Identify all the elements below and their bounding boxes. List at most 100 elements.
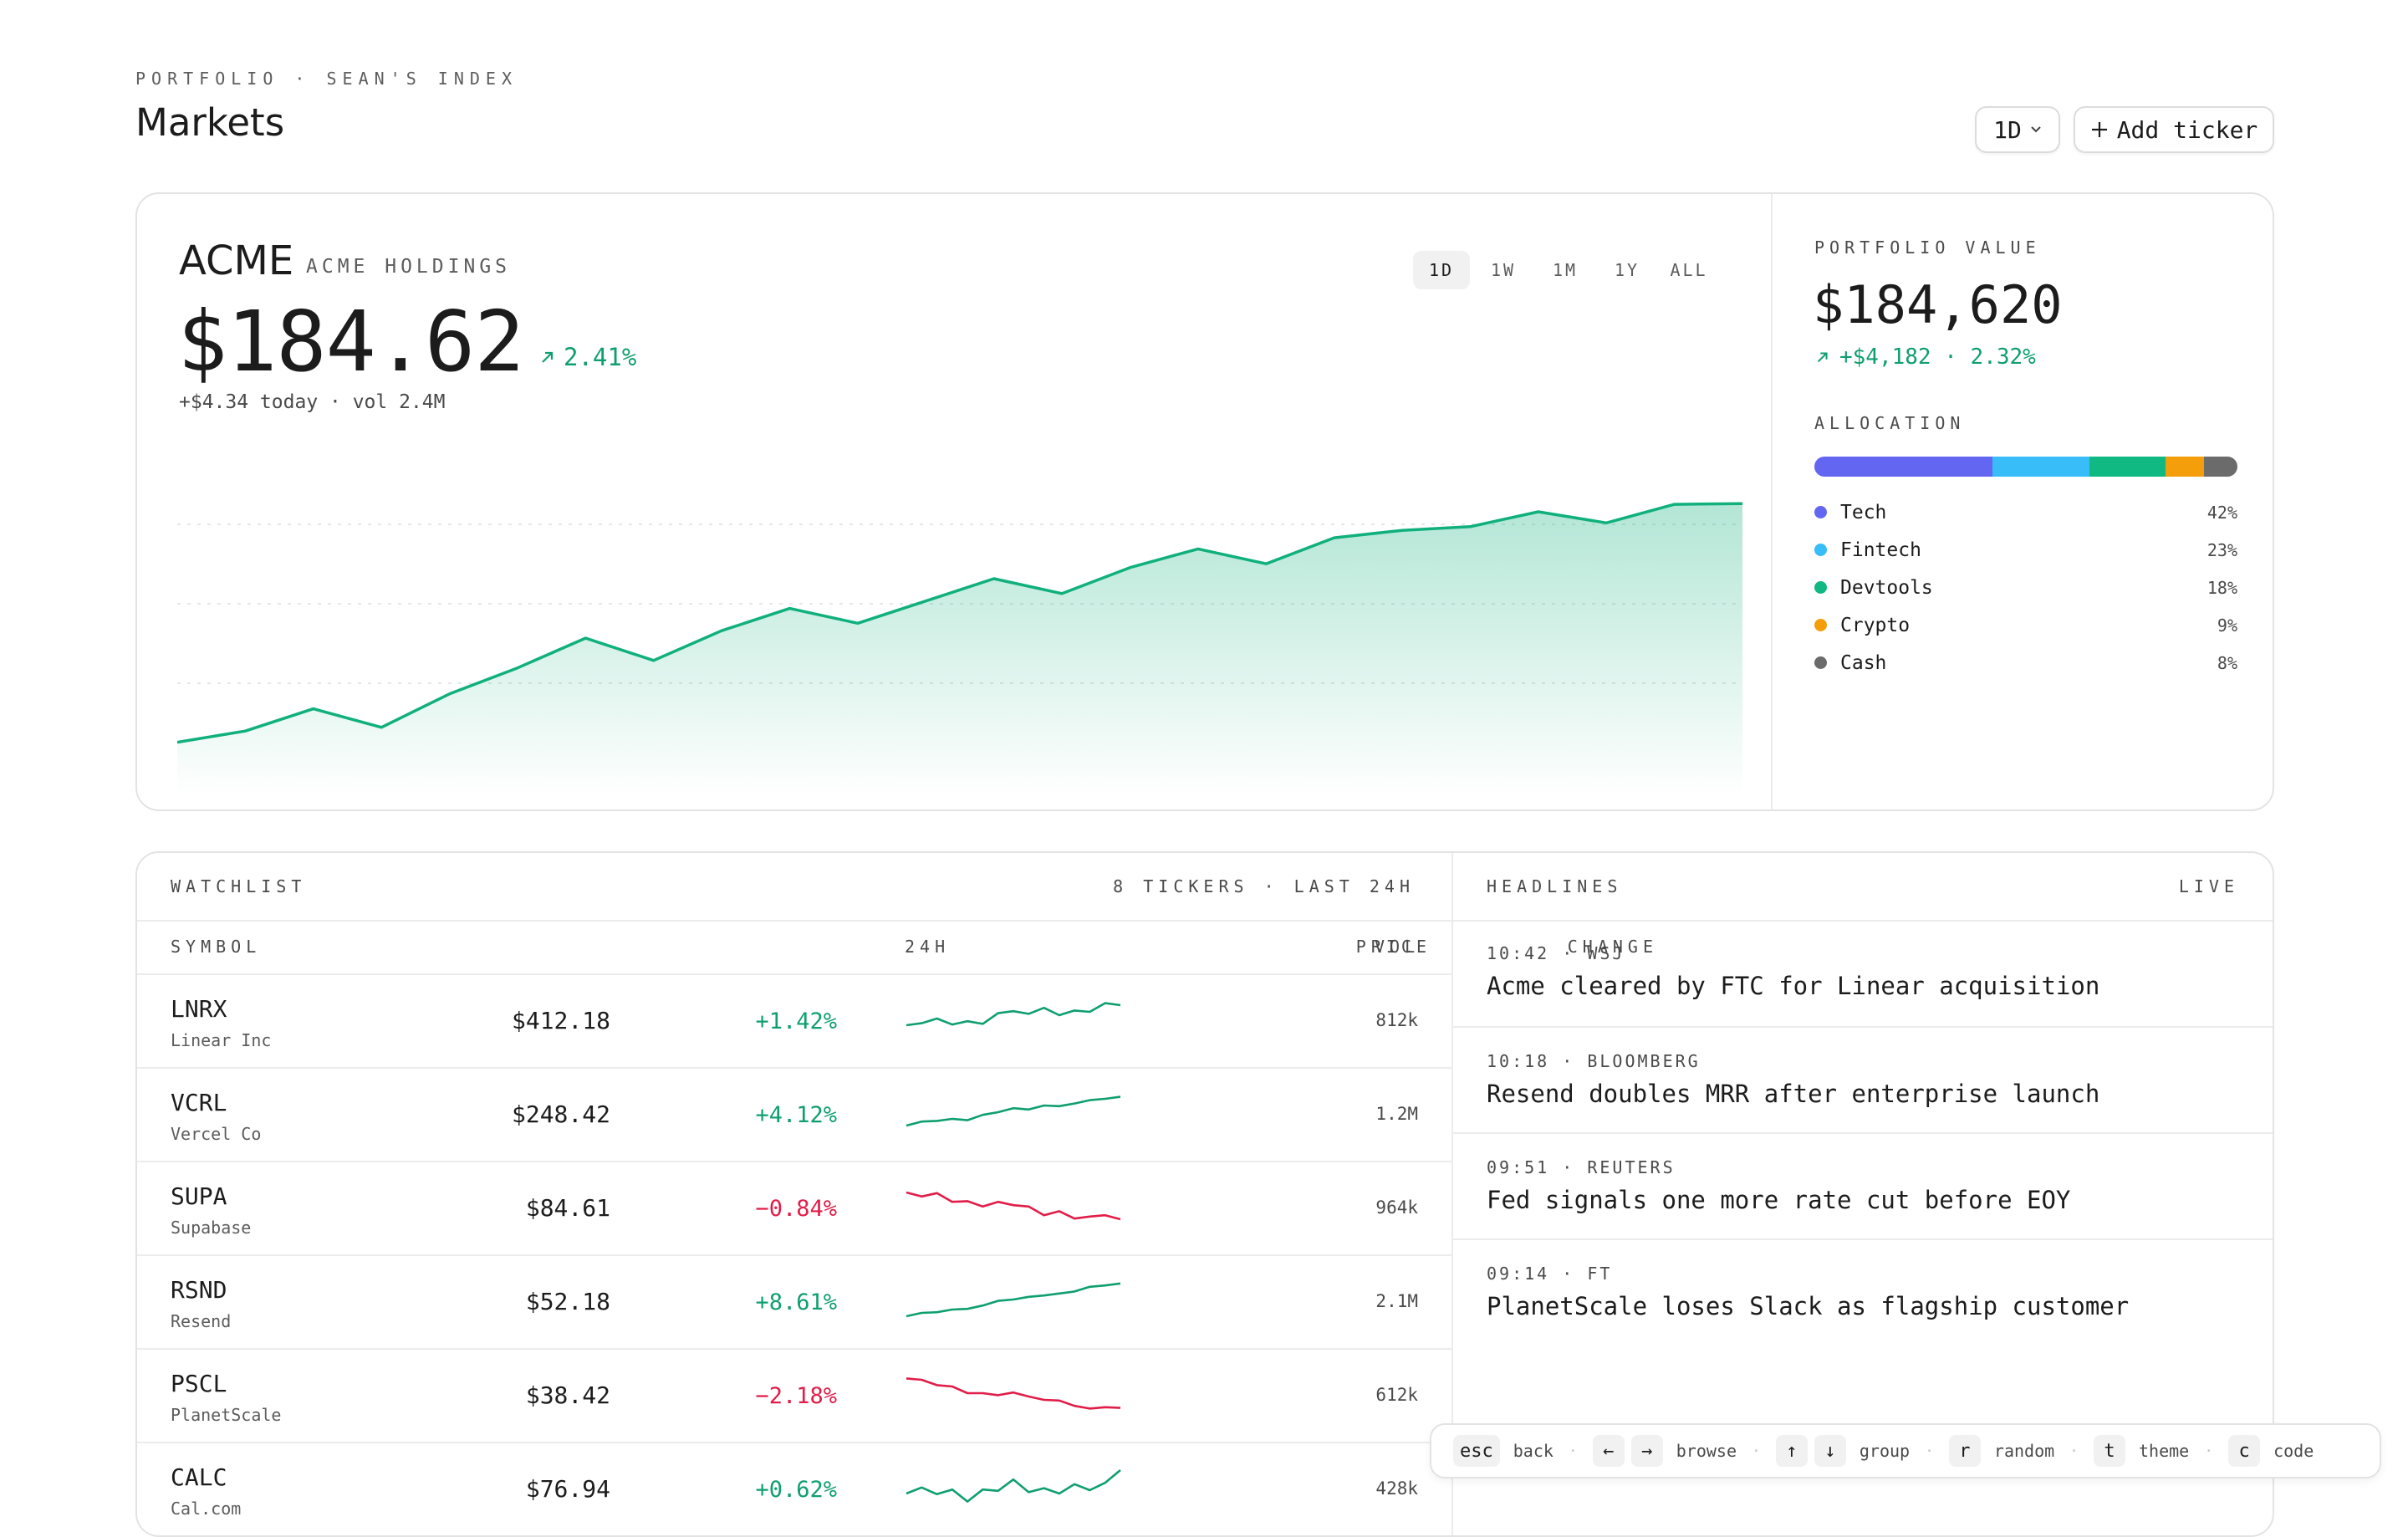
watchlist-meta: 8 TICKERS · LAST 24H (1113, 853, 1415, 920)
row-price: $76.94 (526, 1475, 610, 1503)
add-ticker-button[interactable]: Add ticker (2074, 106, 2274, 153)
row-company: PlanetScale (171, 1405, 281, 1425)
ticker-subline: +$4.34 today · vol 2.4M (179, 391, 446, 413)
table-row[interactable]: SUPA Supabase $84.61 −0.84% 964k (137, 1161, 1451, 1254)
chart-area (177, 503, 1742, 796)
headline-item[interactable]: 09:51 · REUTERS Fed signals one more rat… (1453, 1132, 2274, 1238)
sparkline-path (906, 1284, 1120, 1316)
range-tab-1d[interactable]: 1D (1413, 251, 1470, 289)
shortcut-group[interactable]: ↑↓group (1776, 1435, 1910, 1467)
allocation-segment-devtools (2089, 457, 2166, 477)
row-change: −0.84% (755, 1196, 837, 1222)
row-change: −2.18% (755, 1383, 837, 1409)
shortcut-label: group (1860, 1441, 1910, 1461)
shortcut-separator: · (1569, 1443, 1578, 1460)
row-company: Resend (171, 1311, 231, 1331)
headline-meta: 09:14 · FT (1487, 1264, 1612, 1284)
row-price: $52.18 (526, 1288, 610, 1315)
shortcut-key: → (1631, 1435, 1663, 1467)
allocation-segment-tech (1814, 457, 1992, 477)
row-sparkline (905, 1182, 1122, 1236)
row-company: Vercel Co (171, 1124, 261, 1144)
row-sparkline (905, 995, 1122, 1049)
legend-pct: 8% (2217, 653, 2237, 673)
table-row[interactable]: PSCL PlanetScale $38.42 −2.18% 612k (137, 1348, 1451, 1442)
row-symbol: LNRX (171, 995, 227, 1023)
watchlist-title: WATCHLIST (171, 853, 306, 920)
headline-item[interactable]: 10:42 · WSJ Acme cleared by FTC for Line… (1453, 920, 2274, 1026)
row-volume: 1.2M (1375, 1104, 1418, 1124)
allocation-label: ALLOCATION (1814, 413, 1965, 433)
legend-pct: 42% (2207, 503, 2237, 523)
headlines-title: HEADLINES (1487, 853, 1622, 920)
row-symbol: SUPA (171, 1182, 227, 1210)
headline-item[interactable]: 10:18 · BLOOMBERG Resend doubles MRR aft… (1453, 1026, 2274, 1132)
row-change: +4.12% (755, 1102, 837, 1128)
row-change: +0.62% (755, 1477, 837, 1503)
legend-name: Cash (1840, 652, 2217, 674)
row-volume: 964k (1375, 1197, 1418, 1218)
legend-pct: 18% (2207, 578, 2237, 598)
allocation-legend-item: Cash 8% (1814, 644, 2237, 682)
ticker-change: 2.41% (538, 343, 636, 371)
legend-dot-icon (1814, 656, 1827, 669)
row-volume: 2.1M (1375, 1291, 1418, 1311)
headline-item[interactable]: 09:14 · FT PlanetScale loses Slack as fl… (1453, 1238, 2274, 1345)
portfolio-value-label: PORTFOLIO VALUE (1814, 237, 2041, 258)
shortcut-browse[interactable]: ←→browse (1593, 1435, 1737, 1467)
plus-icon (2090, 120, 2109, 139)
col-header-vol: VOL (1375, 937, 1420, 957)
sparkline-path (906, 1003, 1120, 1025)
ticker-change-pct: 2.41% (564, 343, 636, 371)
chevron-down-icon (2030, 125, 2042, 134)
shortcut-key: esc (1453, 1435, 1500, 1467)
range-tab-1w[interactable]: 1W (1475, 251, 1532, 289)
row-price: $38.42 (526, 1381, 610, 1409)
shortcut-label: code (2273, 1441, 2314, 1461)
row-change: +1.42% (755, 1008, 837, 1034)
portfolio-change: +$4,182 · 2.32% (1814, 345, 2036, 370)
range-tab-1m[interactable]: 1M (1537, 251, 1594, 289)
legend-dot-icon (1814, 506, 1827, 518)
allocation-legend-item: Devtools 18% (1814, 569, 2237, 606)
table-row[interactable]: LNRX Linear Inc $412.18 +1.42% 812k (137, 973, 1451, 1067)
row-price: $84.61 (526, 1194, 610, 1222)
ticker-symbol: ACME (179, 237, 293, 284)
headline-meta: 09:51 · REUTERS (1487, 1157, 1676, 1177)
range-tab-all[interactable]: ALL (1661, 251, 1717, 289)
shortcut-key: c (2228, 1435, 2260, 1467)
headline-title: Resend doubles MRR after enterprise laun… (1487, 1080, 2099, 1108)
shortcut-label: browse (1676, 1441, 1737, 1461)
sparkline-path (906, 1097, 1120, 1126)
table-row[interactable]: CALC Cal.com $76.94 +0.62% 428k (137, 1442, 1451, 1535)
row-symbol: RSND (171, 1276, 227, 1304)
row-volume: 812k (1375, 1010, 1418, 1030)
allocation-segment-crypto (2166, 457, 2204, 477)
table-row[interactable]: VCRL Vercel Co $248.42 +4.12% 1.2M (137, 1067, 1451, 1161)
range-dropdown-button[interactable]: 1D (1975, 106, 2060, 153)
page-eyebrow: PORTFOLIO · SEAN'S INDEX (135, 69, 518, 89)
headline-title: Acme cleared by FTC for Linear acquisiti… (1487, 972, 2099, 1000)
legend-name: Devtools (1840, 577, 2207, 599)
headline-title: Fed signals one more rate cut before EOY (1487, 1186, 2070, 1214)
row-company: Supabase (171, 1218, 251, 1238)
arrow-up-right-icon (538, 348, 557, 366)
sparkline-path (906, 1192, 1120, 1219)
table-row[interactable]: RSND Resend $52.18 +8.61% 2.1M (137, 1254, 1451, 1348)
headline-meta: 10:42 · WSJ (1487, 943, 1625, 963)
portfolio-change-text: +$4,182 · 2.32% (1839, 345, 2036, 370)
shortcut-label: theme (2139, 1441, 2189, 1461)
sparkline-path (906, 1378, 1120, 1408)
headline-title: PlanetScale loses Slack as flagship cust… (1487, 1292, 2129, 1320)
row-symbol: VCRL (171, 1089, 227, 1116)
row-sparkline (905, 1276, 1122, 1330)
range-tab-1y[interactable]: 1Y (1599, 251, 1656, 289)
add-ticker-label: Add ticker (2117, 116, 2258, 144)
shortcut-key: ↑ (1776, 1435, 1808, 1467)
row-symbol: PSCL (171, 1370, 227, 1397)
